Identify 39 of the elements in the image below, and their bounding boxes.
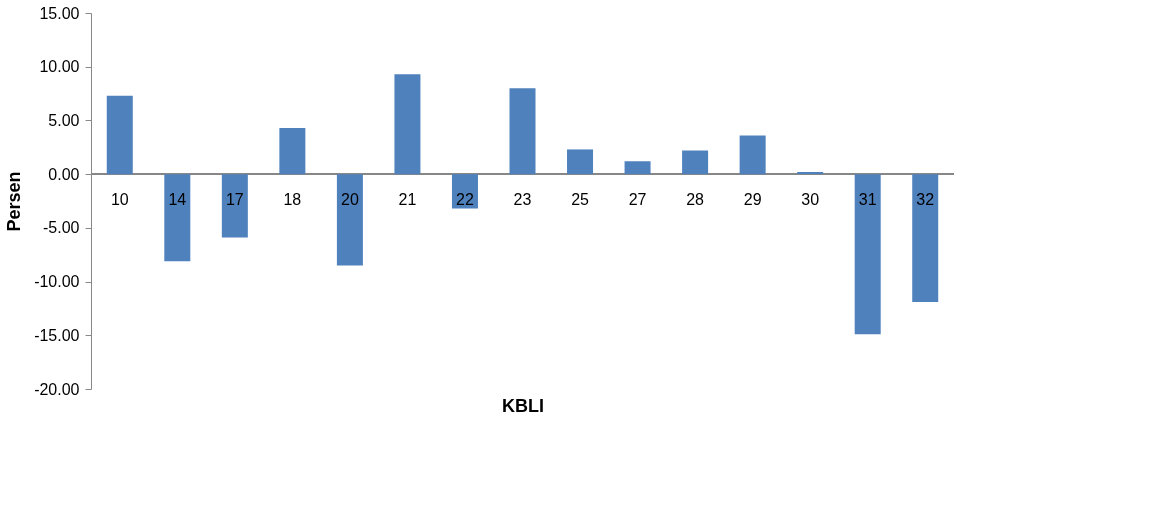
x-tick-label: 31 [858, 191, 877, 209]
y-tick-label: -10.00 [34, 273, 80, 291]
bar [912, 174, 939, 302]
x-tick-label: 28 [686, 191, 705, 209]
x-tick-label: 10 [110, 191, 129, 209]
bar [624, 161, 651, 175]
x-tick-label: 21 [398, 191, 417, 209]
x-tick-label: 29 [743, 191, 762, 209]
y-tick-label: -20.00 [34, 380, 80, 398]
x-tick-label: 18 [283, 191, 302, 209]
y-tick-label: 5.00 [48, 111, 80, 129]
bar [739, 135, 766, 175]
bar [336, 174, 363, 266]
bar [164, 174, 191, 262]
bar [797, 171, 824, 175]
x-tick-label: 25 [571, 191, 590, 209]
bar [567, 149, 594, 175]
bar [221, 174, 248, 238]
x-tick-label: 22 [456, 191, 474, 209]
bar [394, 74, 421, 175]
y-tick-label: 15.00 [39, 4, 80, 22]
y-tick-label: -5.00 [43, 219, 80, 237]
y-tick-label: 0.00 [48, 165, 80, 183]
y-axis-title: Persen [4, 171, 25, 232]
x-tick-label: 27 [628, 191, 647, 209]
x-tick-label: 30 [801, 191, 820, 209]
y-tick-label: -15.00 [34, 326, 80, 344]
bar [106, 95, 133, 175]
y-tick-label: 10.00 [39, 58, 80, 76]
bar [509, 88, 536, 175]
bar [279, 127, 306, 175]
x-tick-label: 23 [513, 191, 532, 209]
bar [682, 150, 709, 175]
x-tick-label: 32 [916, 191, 935, 209]
bar [854, 174, 881, 335]
x-tick-label: 14 [168, 191, 187, 209]
x-tick-label: 17 [225, 191, 244, 209]
x-tick-label: 20 [341, 191, 359, 209]
x-axis-title: KBLI [502, 395, 544, 416]
